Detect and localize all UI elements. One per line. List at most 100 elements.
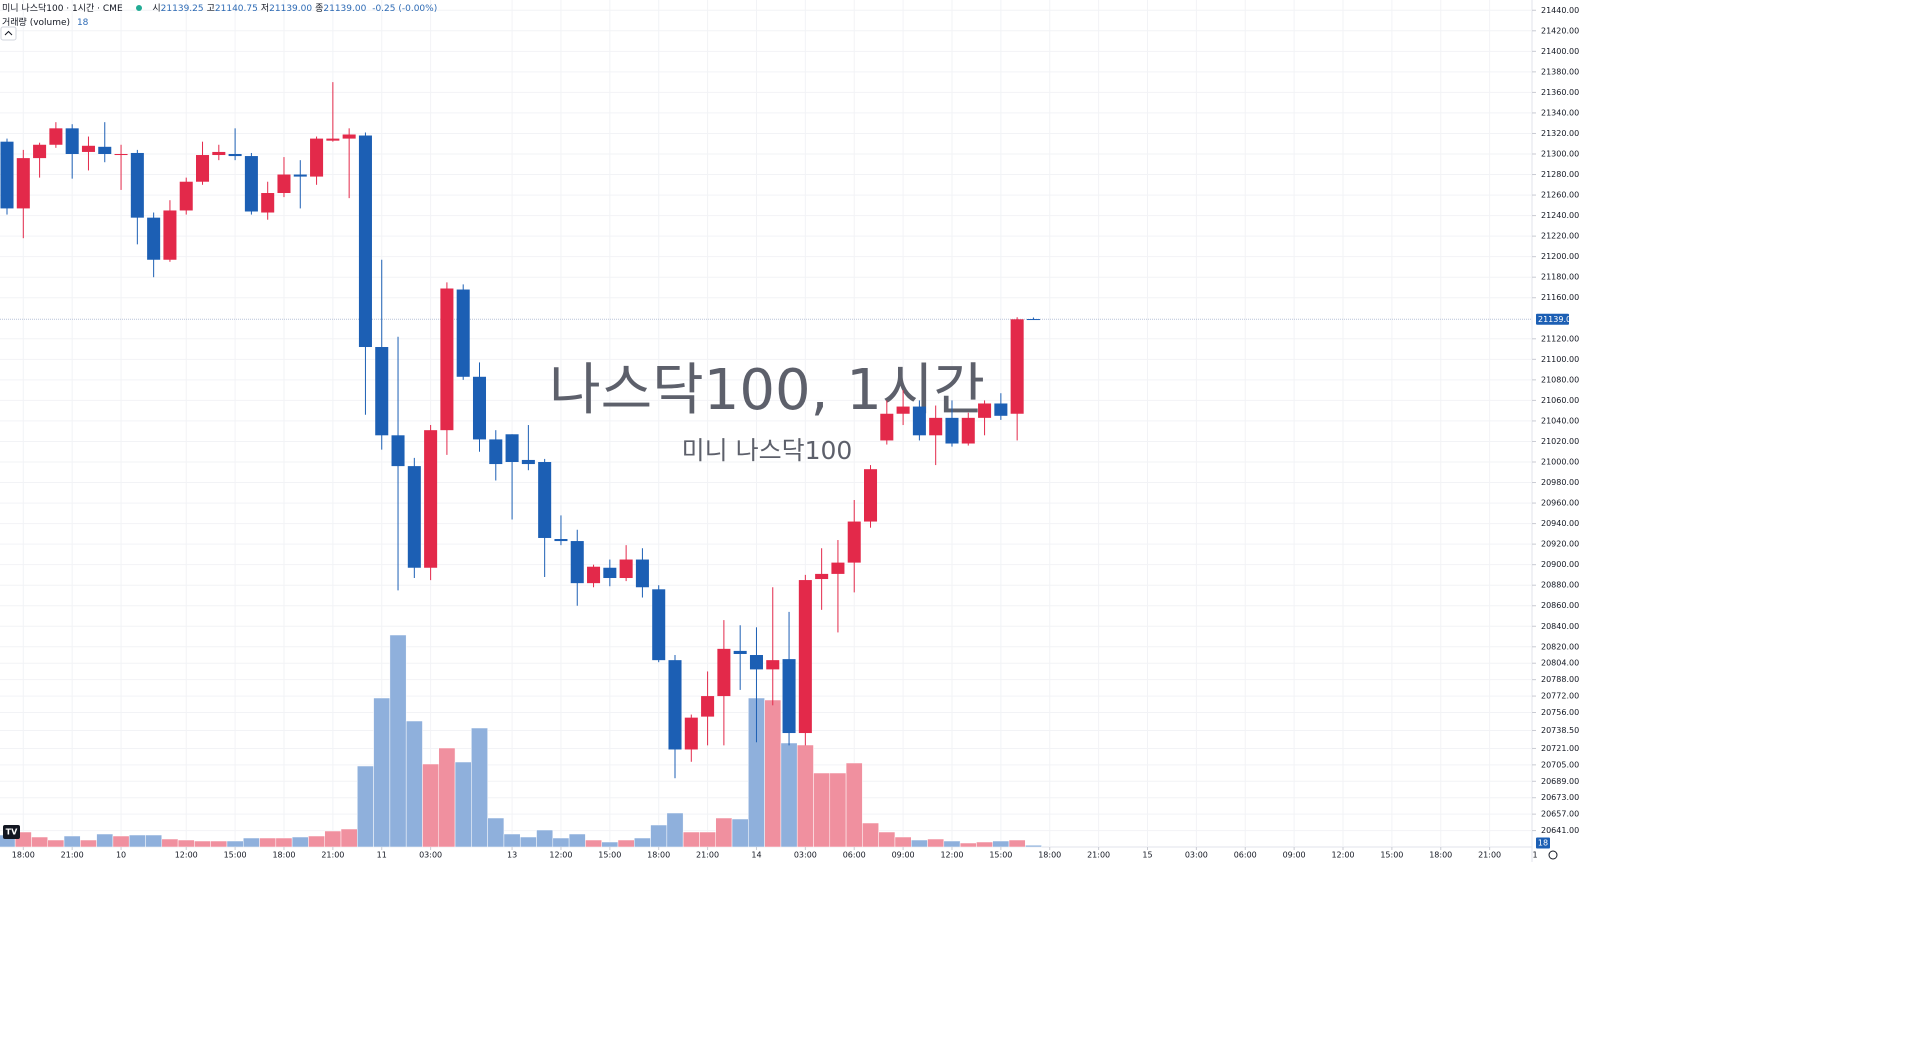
- candle-body: [147, 217, 161, 260]
- ohlc-value: 21139.00: [323, 4, 367, 14]
- y-tick-label: 20641.00: [1541, 826, 1579, 835]
- candle-body: [391, 435, 405, 467]
- y-tick-label: 20657.00: [1541, 810, 1579, 819]
- volume-label[interactable]: 거래량 (volume): [2, 18, 71, 28]
- y-tick-label: 21020.00: [1541, 437, 1579, 446]
- volume-bar: [145, 834, 163, 848]
- y-tick-label: 21060.00: [1541, 396, 1579, 405]
- volume-bar: [634, 837, 651, 848]
- candle-body: [994, 403, 1008, 416]
- candle-body: [228, 154, 242, 157]
- volume-bar: [194, 840, 211, 848]
- volume-bar: [63, 835, 81, 848]
- symbol[interactable]: 미니 나스닥100 · 1시간 · CME: [2, 4, 123, 14]
- x-tick-label: 15:00: [1380, 851, 1403, 860]
- logo: [3, 825, 20, 839]
- x-tick-label: 13: [507, 851, 517, 860]
- volume-bar: [291, 836, 309, 848]
- x-tick-label: 03:00: [419, 851, 442, 860]
- volume-layer: [0, 634, 1042, 848]
- candle-body: [456, 289, 470, 377]
- candle-body: [684, 717, 698, 750]
- volume-bar: [1008, 839, 1026, 848]
- candle-body: [49, 128, 63, 145]
- candle-body: [375, 347, 389, 436]
- volume-bar: [715, 817, 733, 848]
- candle-body: [179, 181, 193, 211]
- x-tick-label: 18:00: [272, 851, 295, 860]
- volume-bar: [503, 833, 521, 848]
- ohlc-label: 저: [260, 4, 270, 14]
- x-tick-label: 15:00: [989, 851, 1012, 860]
- x-tick-label: 03:00: [1185, 851, 1208, 860]
- volume-badge-label: 18: [1538, 839, 1548, 848]
- y-tick-label: 21160.00: [1541, 293, 1579, 302]
- candle-body: [864, 469, 878, 522]
- collapse-button[interactable]: [0, 26, 17, 41]
- y-tick-label: 20705.00: [1541, 760, 1579, 769]
- candle-body: [717, 648, 731, 697]
- x-tick-label: 18:00: [647, 851, 670, 860]
- candle-body: [212, 151, 226, 156]
- x-tick-label: 21:00: [321, 851, 344, 860]
- volume-bar: [829, 772, 847, 848]
- y-tick-label: 21300.00: [1541, 150, 1579, 159]
- y-tick-label: 21180.00: [1541, 273, 1579, 282]
- y-tick-label: 21420.00: [1541, 26, 1579, 35]
- y-tick-label: 21040.00: [1541, 416, 1579, 425]
- volume-bar: [910, 839, 928, 848]
- volume-bar: [389, 634, 407, 848]
- candle-body: [815, 573, 829, 580]
- volume-badge: [1536, 837, 1550, 849]
- x-tick-label: 21:00: [1087, 851, 1110, 860]
- volume-bar: [796, 744, 814, 848]
- y-tick-label: 21100.00: [1541, 355, 1579, 364]
- candle-body: [570, 541, 584, 584]
- volume-value: 18: [76, 18, 89, 28]
- volume-bar: [650, 824, 668, 848]
- volume-bar: [31, 836, 48, 848]
- candle-body: [733, 650, 747, 654]
- y-tick-label: 21360.00: [1541, 88, 1579, 97]
- volume-bar: [226, 840, 244, 848]
- ohlc-value: 21139.00: [269, 4, 313, 14]
- y-tick-label: 20788.00: [1541, 675, 1579, 684]
- volume-bar: [308, 835, 325, 848]
- x-tick-label: 12:00: [549, 851, 572, 860]
- candle-body: [668, 660, 682, 750]
- volume-bar: [259, 837, 277, 848]
- candle-body: [798, 580, 812, 734]
- y-tick-label: 20900.00: [1541, 560, 1579, 569]
- y-tick-label: 20756.00: [1541, 708, 1579, 717]
- volume-bar: [601, 841, 619, 848]
- volume-bar: [242, 837, 260, 848]
- candle-body: [766, 660, 780, 670]
- volume-bar: [422, 763, 440, 848]
- y-tick-label: 20689.00: [1541, 777, 1579, 786]
- candle-body: [880, 413, 894, 441]
- candle-body: [310, 138, 324, 177]
- volume-bar: [405, 720, 423, 848]
- candle-body: [277, 174, 291, 194]
- y-tick-label: 21200.00: [1541, 252, 1579, 261]
- candle-body: [0, 141, 14, 209]
- y-tick-label: 21000.00: [1541, 458, 1579, 467]
- watermark: 나스닥100, 1시간: [549, 358, 985, 423]
- x-tick-label: 09:00: [1283, 851, 1306, 860]
- x-tick-label: 18:00: [12, 851, 35, 860]
- volume-bar: [862, 822, 879, 848]
- volume-bar: [357, 765, 374, 848]
- y-tick-label: 20940.00: [1541, 519, 1579, 528]
- volume-bar: [1025, 844, 1042, 848]
- y-tick-label: 20960.00: [1541, 499, 1579, 508]
- candle-body: [424, 430, 438, 568]
- y-tick-label: 21340.00: [1541, 108, 1579, 117]
- candle-body: [831, 562, 845, 574]
- volume-bar: [943, 840, 961, 848]
- settings-icon[interactable]: [1548, 850, 1558, 860]
- candle-body: [587, 566, 601, 584]
- candle-body: [521, 459, 535, 465]
- y-tick-label: 21220.00: [1541, 232, 1579, 241]
- candle-body: [912, 406, 926, 436]
